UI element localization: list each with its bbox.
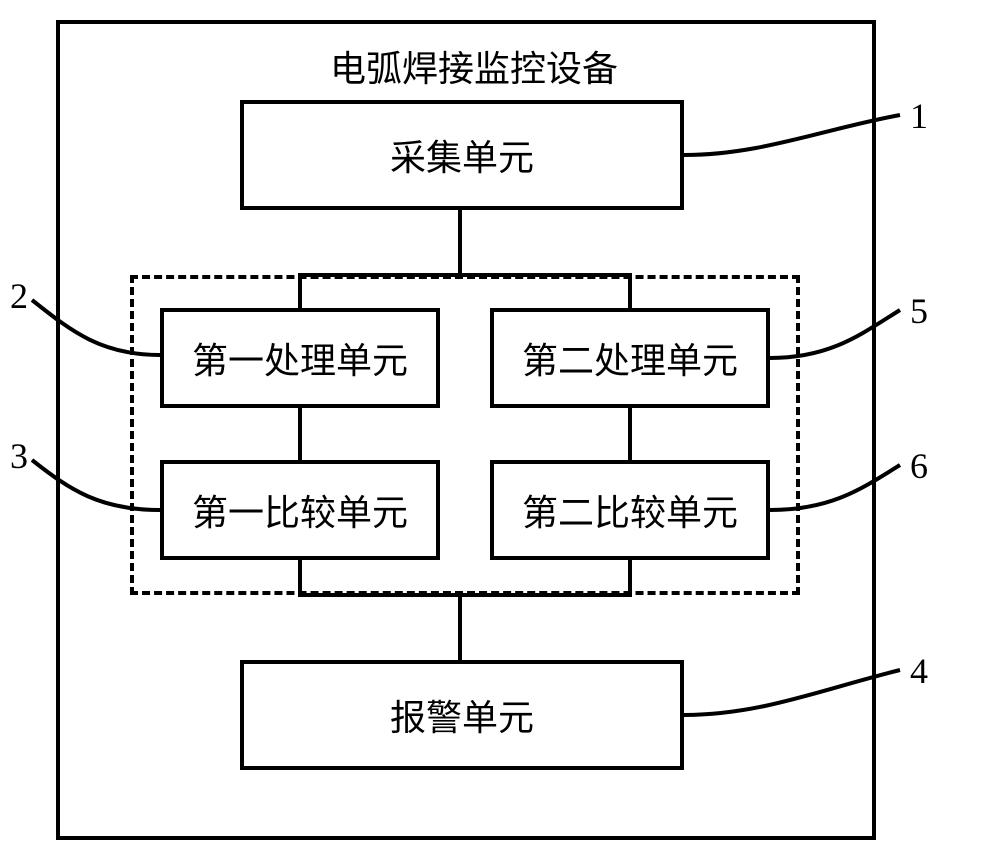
collect-unit: 采集单元 — [240, 100, 684, 210]
lead-5-label: 5 — [910, 290, 928, 332]
first-processing-unit: 第一处理单元 — [160, 308, 440, 408]
lead-6-label: 6 — [910, 445, 928, 487]
diagram-canvas: 电弧焊接监控设备 采集单元 第一处理单元 第二处理单元 第一比较单元 第二比较单… — [0, 0, 1000, 863]
lead-3-label: 3 — [10, 435, 28, 477]
conn-to-proc1 — [298, 275, 302, 308]
lead-4-label: 4 — [910, 650, 928, 692]
alarm-unit: 报警单元 — [240, 660, 684, 770]
conn-split-top — [298, 273, 632, 277]
lead-1-label: 1 — [910, 95, 928, 137]
second-processing-unit-label: 第二处理单元 — [522, 332, 738, 384]
conn-collect-down — [458, 210, 462, 275]
conn-cmp1-down — [298, 560, 302, 597]
conn-merge-bottom — [298, 593, 632, 597]
second-processing-unit: 第二处理单元 — [490, 308, 770, 408]
conn-proc1-cmp1 — [298, 408, 302, 460]
conn-cmp2-down — [628, 560, 632, 597]
second-compare-unit-label: 第二比较单元 — [522, 484, 738, 536]
first-compare-unit-label: 第一比较单元 — [192, 484, 408, 536]
lead-2-label: 2 — [10, 275, 28, 317]
conn-to-alarm — [458, 595, 462, 660]
conn-proc2-cmp2 — [628, 408, 632, 460]
first-compare-unit: 第一比较单元 — [160, 460, 440, 560]
second-compare-unit: 第二比较单元 — [490, 460, 770, 560]
conn-to-proc2 — [628, 275, 632, 308]
alarm-unit-label: 报警单元 — [390, 689, 534, 741]
first-processing-unit-label: 第一处理单元 — [192, 332, 408, 384]
system-title: 电弧焊接监控设备 — [330, 40, 618, 92]
collect-unit-label: 采集单元 — [390, 129, 534, 181]
